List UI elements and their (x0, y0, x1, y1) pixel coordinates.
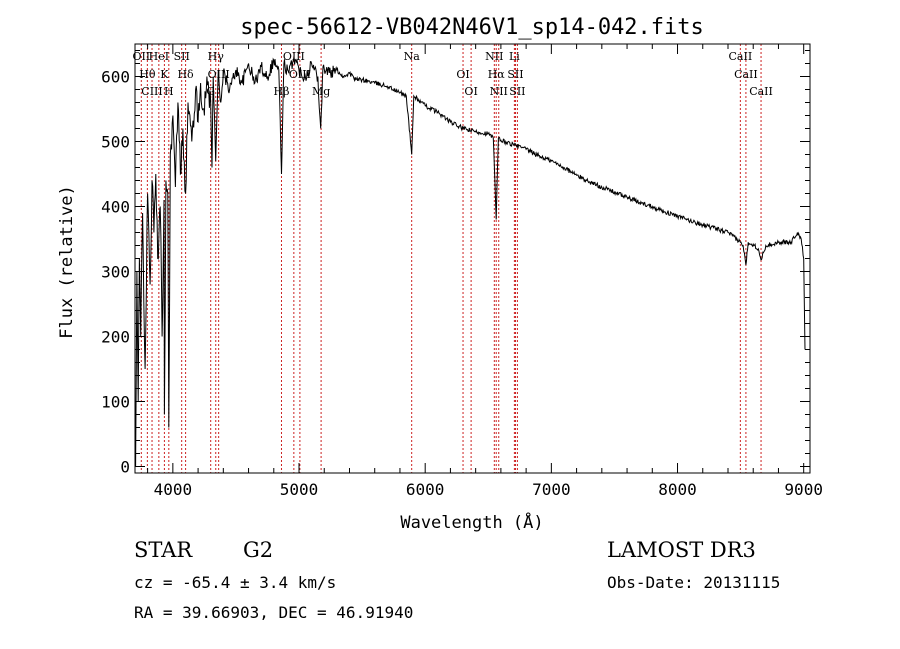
line-label: SII (174, 50, 190, 63)
line-label: G (206, 85, 215, 98)
y-tick-label: 300 (101, 263, 130, 282)
line-label: OI (464, 85, 477, 98)
object-subclass: G2 (243, 538, 274, 562)
x-tick-label: 4000 (154, 480, 193, 499)
line-label: CIII (141, 85, 162, 98)
line-label: Hθ (139, 68, 156, 81)
line-label: Na (404, 50, 421, 63)
chart-title: spec-56612-VB042N46V1_sp14-042.fits (240, 15, 704, 40)
line-label: CaII (749, 85, 773, 98)
y-tick-label: 500 (101, 133, 130, 152)
y-tick-label: 0 (120, 458, 130, 477)
sky-coordinates: RA = 39.66903, DEC = 46.91940 (134, 603, 414, 622)
line-label: OII (132, 50, 150, 63)
line-label: Mg (312, 85, 330, 98)
y-tick-label: 400 (101, 198, 130, 217)
line-label: Hβ (274, 85, 290, 98)
line-label: Hδ (177, 68, 194, 81)
line-label: Hα (488, 68, 506, 81)
line-label: OI (456, 68, 469, 81)
line-label: K (160, 68, 169, 81)
y-tick-label: 200 (101, 328, 130, 347)
line-label: CaII (734, 68, 758, 81)
y-tick-label: 100 (101, 393, 130, 412)
line-label: H (164, 85, 174, 98)
spectrum-line (135, 56, 806, 467)
line-label: SII (507, 68, 523, 81)
x-tick-label: 7000 (532, 480, 571, 499)
observation-date: Obs-Date: 20131115 (607, 573, 781, 592)
spectrum-chart: spec-56612-VB042N46V1_sp14-042.fits Flux… (57, 15, 823, 533)
x-axis-ticks: 4000 5000 6000 7000 8000 9000 (147, 44, 823, 499)
line-label: HeI (149, 50, 169, 63)
y-axis-label: Flux (relative) (57, 185, 77, 339)
plot-axes (134, 43, 811, 474)
x-tick-label: 6000 (406, 480, 445, 499)
spectrum-series (135, 56, 806, 467)
x-tick-label: 9000 (784, 480, 823, 499)
line-label: Hγ (208, 50, 225, 63)
line-label: Li (509, 50, 520, 63)
line-label: NII (490, 85, 508, 98)
object-class: STAR (134, 538, 193, 562)
line-label: NII (485, 50, 503, 63)
x-tick-label: 5000 (280, 480, 319, 499)
redshift-velocity: cz = -65.4 ± 3.4 km/s (134, 573, 337, 592)
plot-frame (134, 43, 811, 474)
spectral-line-markers (140, 44, 762, 473)
y-axis-ticks: 0 100 200 300 400 500 600 (101, 50, 810, 477)
y-tick-label: 600 (101, 68, 130, 87)
x-tick-label: 8000 (658, 480, 697, 499)
survey-name: LAMOST DR3 (607, 538, 756, 562)
line-label: CaII (729, 50, 753, 63)
x-axis-label: Wavelength (Å) (400, 511, 543, 533)
line-label: SII (509, 85, 525, 98)
